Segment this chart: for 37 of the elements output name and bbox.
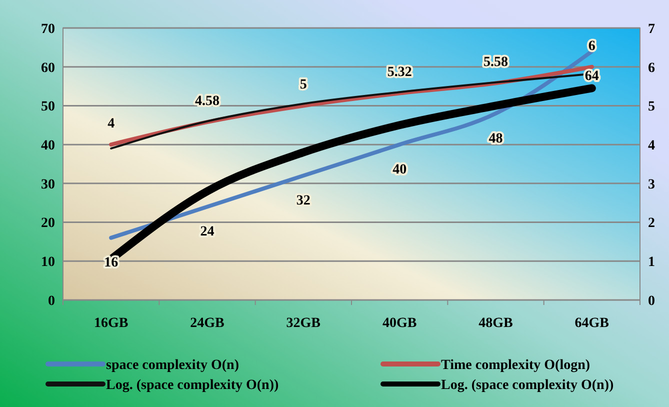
data-label: 4.58 xyxy=(195,94,220,109)
y2-tick-label: 7 xyxy=(648,22,655,37)
legend-label: Log. (space complexity O(n)) xyxy=(441,378,614,393)
y-tick-label: 50 xyxy=(41,100,55,115)
x-tick-label: 48GB xyxy=(478,316,513,331)
data-label: 5.58 xyxy=(484,55,508,70)
y2-tick-label: 5 xyxy=(648,100,655,115)
y2-tick-label: 4 xyxy=(648,138,655,154)
data-label: 32 xyxy=(296,194,310,209)
data-label: 4 xyxy=(108,116,115,132)
data-label: 5.32 xyxy=(387,65,412,80)
data-label: 48 xyxy=(488,131,503,146)
y2-tick-label: 0 xyxy=(648,294,655,309)
y-tick-label: 30 xyxy=(41,177,55,192)
data-label: 5 xyxy=(300,78,307,93)
x-tick-label: 16GB xyxy=(94,316,128,331)
x-tick-label: 40GB xyxy=(382,316,417,331)
y-tick-label: 20 xyxy=(41,216,55,232)
x-tick-label: 64GB xyxy=(574,316,610,331)
legend-label: space complexity O(n) xyxy=(106,358,240,373)
y-tick-label: 70 xyxy=(41,22,55,37)
data-label: 24 xyxy=(200,224,214,240)
x-tick-label: 32GB xyxy=(286,316,321,331)
y2-tick-label: 2 xyxy=(648,216,655,232)
y-tick-label: 60 xyxy=(41,60,55,76)
y-tick-label: 10 xyxy=(41,255,55,270)
x-tick-label: 24GB xyxy=(190,316,224,331)
y2-tick-label: 1 xyxy=(648,255,655,270)
data-label: 40 xyxy=(392,162,407,178)
y2-tick-label: 3 xyxy=(648,177,655,192)
y2-tick-label: 6 xyxy=(648,60,655,76)
data-label: 6 xyxy=(588,38,596,54)
legend-label: Log. (space complexity O(n)) xyxy=(106,378,279,393)
data-label: 64 xyxy=(584,69,599,84)
y-tick-label: 0 xyxy=(48,294,55,309)
legend-label: Time complexity O(logn) xyxy=(441,358,590,373)
y-tick-label: 40 xyxy=(41,138,55,154)
